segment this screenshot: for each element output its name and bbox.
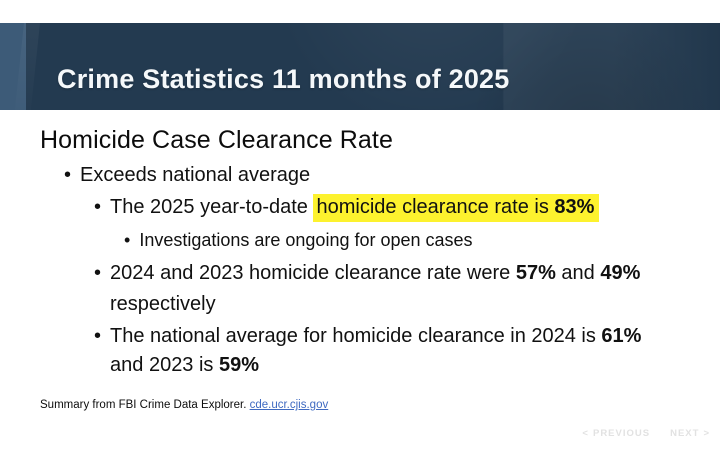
header-band: Crime Statistics 11 months of 2025: [0, 23, 720, 110]
source-text: Summary from FBI Crime Data Explorer.: [40, 399, 250, 411]
national-p1: The national average for homicide cleara…: [110, 325, 602, 347]
previous-label: PREVIOUS: [592, 428, 651, 439]
history-line2: respectively: [110, 293, 216, 315]
bullet-icon: •: [94, 325, 102, 347]
bullet-icon: •: [94, 262, 102, 284]
slide-navigation: < PREVIOUS NEXT >: [582, 428, 710, 439]
rate-2023-value: 49%: [600, 262, 641, 284]
slide-header-title: Crime Statistics 11 months of 2025: [57, 63, 510, 94]
history-p2: and: [555, 262, 601, 284]
highlight-plain: homicide clearance rate is: [316, 196, 555, 218]
bullet-open-cases: • Investigations are ongoing for open ca…: [124, 230, 473, 251]
chevron-left-icon: <: [582, 428, 589, 439]
page-title: Homicide Case Clearance Rate: [40, 126, 393, 154]
rate-2024-value: 57%: [515, 262, 556, 284]
next-button[interactable]: NEXT >: [670, 428, 710, 439]
bullet-icon: •: [94, 196, 102, 218]
national-2023-value: 59%: [219, 354, 260, 376]
source-note: Summary from FBI Crime Data Explorer. cd…: [40, 399, 328, 411]
national-2024-value: 61%: [601, 325, 642, 347]
highlighted-text: homicide clearance rate is 83%: [313, 194, 600, 222]
next-label: NEXT: [670, 428, 700, 439]
bullet-text: The national average for homicide cleara…: [110, 322, 641, 380]
source-link[interactable]: cde.ucr.cjis.gov: [249, 399, 329, 411]
highlight-bold-value: 83%: [554, 196, 595, 218]
history-p1: 2024 and 2023 homicide clearance rate we…: [110, 262, 516, 284]
bullet-text: 2024 and 2023 homicide clearance rate we…: [110, 258, 640, 320]
bullet-icon: •: [124, 230, 131, 250]
header-accent-stripe: [0, 23, 26, 110]
bullet-text: The 2025 year-to-date homicide clearance…: [110, 194, 600, 222]
bullet-text: Exceeds national average: [80, 164, 311, 186]
previous-button[interactable]: < PREVIOUS: [582, 428, 650, 439]
bullet-historical-rates: • 2024 and 2023 homicide clearance rate …: [94, 258, 640, 320]
bullet-exceeds-national-average: • Exceeds national average: [64, 164, 310, 187]
ytd-prefix: The 2025 year-to-date: [110, 196, 314, 218]
chevron-right-icon: >: [703, 428, 710, 439]
bullet-text: Investigations are ongoing for open case…: [139, 230, 473, 250]
national-line2: and 2023 is: [110, 354, 219, 376]
bullet-ytd-clearance-rate: • The 2025 year-to-date homicide clearan…: [94, 194, 600, 222]
bullet-icon: •: [64, 164, 72, 186]
bullet-national-average: • The national average for homicide clea…: [94, 322, 641, 380]
